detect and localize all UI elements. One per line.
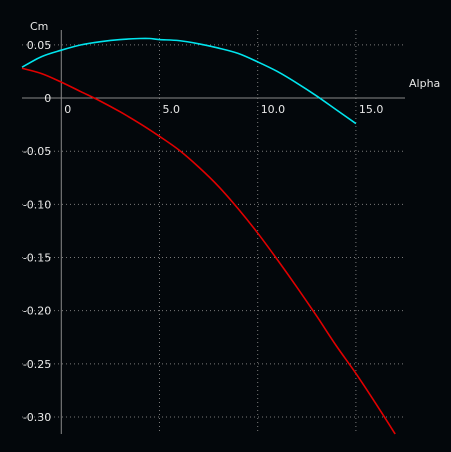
series-line-1 (21, 67, 396, 435)
y-tick-label-2: -0.05 (23, 145, 51, 158)
series-line-0 (21, 37, 357, 125)
data-series (21, 37, 396, 435)
x-tick-label-3: 15.0 (359, 103, 384, 116)
x-axis-label: Alpha (409, 77, 440, 90)
y-tick-label-6: -0.25 (23, 358, 51, 371)
y-tick-label-4: -0.15 (23, 252, 51, 265)
y-tick-label-5: -0.20 (23, 305, 51, 318)
y-tick-label-7: -0.30 (23, 411, 51, 424)
y-axis-label: Cm (30, 20, 48, 33)
grid-lines (22, 30, 405, 434)
y-tick-label-1: 0 (44, 92, 51, 105)
tick-labels: 0 5.0 10.0 15.0 0.05 0 -0.05 -0.10 -0.15 -0.20 -0.… (23, 39, 384, 424)
x-tick-label-1: 5.0 (162, 103, 180, 116)
x-tick-label-0: 0 (64, 103, 71, 116)
y-tick-label-3: -0.10 (23, 198, 51, 211)
x-tick-label-2: 10.0 (261, 103, 286, 116)
axes (22, 30, 405, 434)
y-tick-label-0: 0.05 (27, 39, 52, 52)
